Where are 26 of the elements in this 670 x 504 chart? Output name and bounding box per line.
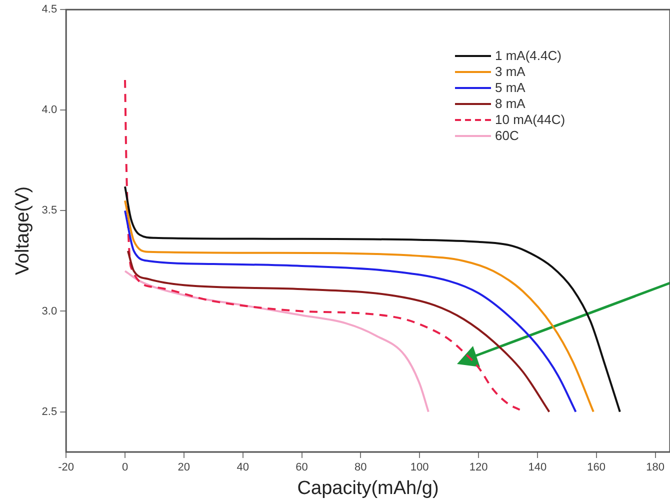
legend-label: 1 mA(4.4C) <box>495 48 562 64</box>
x-tick-label: 20 <box>178 462 190 474</box>
legend-label: 60C <box>495 128 519 144</box>
y-tick-label: 2.5 <box>42 406 58 418</box>
x-tick-label: 80 <box>354 462 367 474</box>
x-tick-label: 100 <box>410 462 429 474</box>
x-axis-title: Capacity(mAh/g) <box>297 478 439 499</box>
line-series <box>124 270 430 413</box>
legend-label: 10 mA(44C) <box>495 112 566 128</box>
legend-label: 8 mA <box>495 96 526 112</box>
x-tick-label: 140 <box>528 462 547 474</box>
legend-label: 5 mA <box>495 80 526 96</box>
y-tick-label: 3.5 <box>42 204 58 217</box>
x-tick-label: 40 <box>236 462 249 474</box>
y-axis-title: Voltage(V) <box>12 186 34 276</box>
line-series <box>126 250 550 413</box>
y-tick-label: 4.0 <box>42 104 58 116</box>
y-tick-label: 4.5 <box>42 4 58 16</box>
legend-label: 3 mA <box>495 64 526 80</box>
y-tick-label: 3.0 <box>42 305 58 318</box>
x-tick-label: 160 <box>587 462 606 474</box>
x-tick-label: 60 <box>296 462 308 474</box>
x-tick-label: 0 <box>122 462 128 474</box>
x-tick-label: 120 <box>469 462 488 474</box>
x-tick-label: -20 <box>58 462 74 474</box>
x-tick-label: 180 <box>646 462 664 474</box>
